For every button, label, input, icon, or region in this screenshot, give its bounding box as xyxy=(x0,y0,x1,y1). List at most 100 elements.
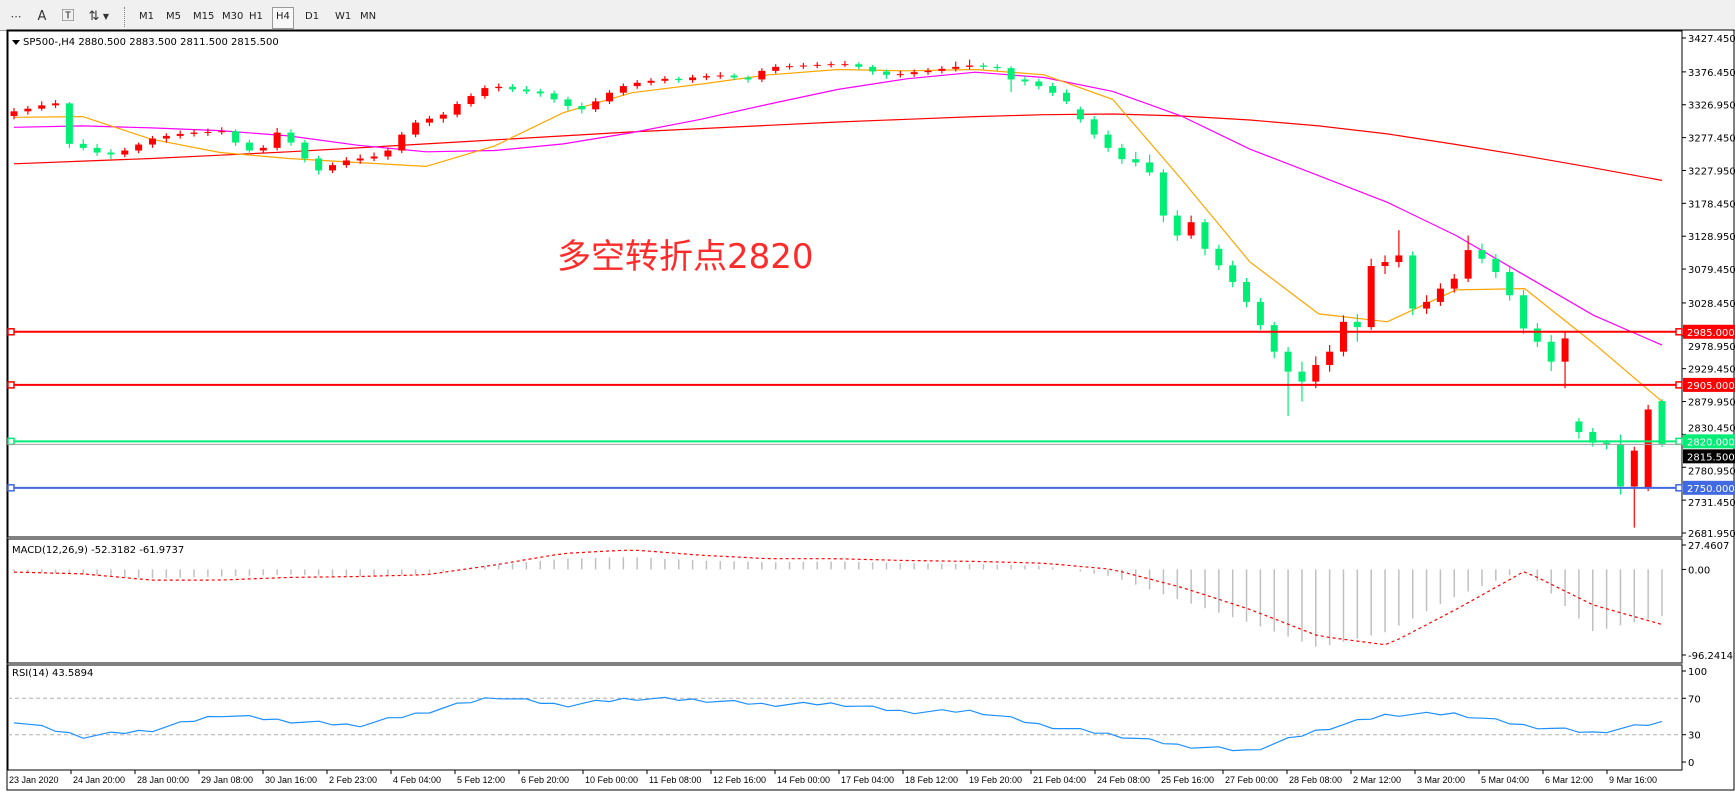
candle xyxy=(301,139,309,163)
collapse-triangle-icon[interactable] xyxy=(12,40,20,45)
candle-body xyxy=(52,103,60,106)
candle-body xyxy=(1492,258,1500,273)
level-handle-right[interactable] xyxy=(1675,484,1683,492)
timeframe-m5-button[interactable]: M5 xyxy=(166,11,181,22)
timeframe-m1-button[interactable]: M1 xyxy=(139,11,154,22)
timeframe-mn-button[interactable]: MN xyxy=(360,11,377,22)
rsi-tick-label: 100 xyxy=(1688,667,1707,678)
candle xyxy=(1284,347,1292,417)
text-label-icon[interactable]: 🅃 xyxy=(61,9,75,24)
level-handle-right[interactable] xyxy=(1675,328,1683,336)
candle-body xyxy=(1547,341,1555,362)
time-tick-label: 11 Feb 08:00 xyxy=(649,775,701,785)
candle-body xyxy=(481,88,489,97)
timeframe-m15-button[interactable]: M15 xyxy=(193,11,215,22)
candle-body xyxy=(952,66,960,69)
candle xyxy=(398,131,406,154)
candle-body xyxy=(1049,86,1057,93)
candle xyxy=(938,66,946,74)
price-tick-label: 3376.450 xyxy=(1688,68,1735,79)
rsi-label: RSI(14) 43.5894 xyxy=(12,668,93,679)
candle xyxy=(1035,78,1043,90)
candle-body xyxy=(1367,266,1375,328)
candle xyxy=(1201,218,1209,256)
chevron-down-icon[interactable]: ▼ xyxy=(102,12,110,21)
candle xyxy=(1021,76,1029,86)
candle-body xyxy=(1270,325,1278,352)
candle xyxy=(1547,335,1555,371)
candle xyxy=(578,102,586,114)
grid-icon[interactable]: ⋯ xyxy=(10,10,22,23)
candle-body xyxy=(1326,351,1334,365)
candle xyxy=(287,129,295,146)
candle xyxy=(813,62,821,69)
level-handle-left[interactable] xyxy=(7,484,15,492)
toolbar: ⋯ A 🅃 ⇅ ▼ M1 M5 M15 M30 H1 H4 D1 W1 MN xyxy=(0,4,1735,31)
candle xyxy=(65,102,73,148)
candle-body xyxy=(1533,328,1541,342)
candle-body xyxy=(1353,321,1361,328)
rsi-pane xyxy=(7,664,1683,771)
candle xyxy=(412,119,420,138)
candle-body xyxy=(204,131,212,133)
candle xyxy=(952,61,960,72)
candle-body xyxy=(1298,371,1306,382)
candle xyxy=(1339,315,1347,357)
timeframe-h1-button[interactable]: H1 xyxy=(249,11,263,22)
level-price-label: 2905.000 xyxy=(1687,381,1735,392)
candle xyxy=(1423,295,1431,314)
candle xyxy=(10,108,18,120)
candle xyxy=(509,84,517,93)
candle xyxy=(190,129,198,137)
candle xyxy=(1575,418,1583,439)
macd-pane xyxy=(7,538,1683,664)
level-handle-left[interactable] xyxy=(7,328,15,336)
candle xyxy=(869,64,877,75)
candle-body xyxy=(979,65,987,67)
candle xyxy=(1049,82,1057,97)
candle-body xyxy=(1187,222,1195,236)
candle-body xyxy=(1076,109,1084,120)
candle xyxy=(1312,356,1320,389)
candle xyxy=(1520,289,1528,334)
arrows-icon[interactable]: ⇅ xyxy=(88,9,100,24)
candle xyxy=(1159,169,1167,223)
rsi-tick-label: 30 xyxy=(1688,731,1701,742)
candle xyxy=(758,68,766,83)
candle xyxy=(1007,66,1015,93)
level-handle-right[interactable] xyxy=(1675,381,1683,389)
main-plot xyxy=(10,59,1666,528)
candle xyxy=(633,80,641,89)
candle-body xyxy=(453,104,461,115)
candle-body xyxy=(412,122,420,135)
candle-body xyxy=(135,144,143,151)
candle-body xyxy=(1146,162,1154,173)
candle-body xyxy=(245,142,253,151)
candle-body xyxy=(398,134,406,151)
candle-body xyxy=(384,150,392,157)
level-handle-left[interactable] xyxy=(7,437,15,446)
candle xyxy=(79,139,87,151)
candle xyxy=(1090,115,1098,139)
candle xyxy=(1270,321,1278,359)
time-tick-label: 6 Mar 12:00 xyxy=(1545,775,1593,785)
timeframe-h4-button[interactable]: H4 xyxy=(272,7,294,29)
time-tick-label: 30 Jan 16:00 xyxy=(265,775,317,785)
level-handle-right[interactable] xyxy=(1675,437,1683,446)
rsi-line xyxy=(13,696,1663,752)
candle-body xyxy=(93,147,101,153)
level-price-label: 2985.000 xyxy=(1687,328,1735,339)
timeframe-m30-button[interactable]: M30 xyxy=(222,11,244,22)
time-tick-label: 12 Feb 16:00 xyxy=(713,775,766,785)
time-tick-label: 14 Feb 00:00 xyxy=(777,775,830,785)
level-handle-left[interactable] xyxy=(7,381,15,389)
timeframe-d1-button[interactable]: D1 xyxy=(305,11,320,22)
candle xyxy=(107,149,115,160)
text-icon[interactable]: A xyxy=(37,9,47,24)
candle-body xyxy=(855,64,863,67)
time-tick-label: 4 Feb 04:00 xyxy=(393,775,441,785)
timeframe-w1-button[interactable]: W1 xyxy=(335,11,352,22)
candle-body xyxy=(24,108,32,112)
candle-body xyxy=(1603,442,1611,445)
